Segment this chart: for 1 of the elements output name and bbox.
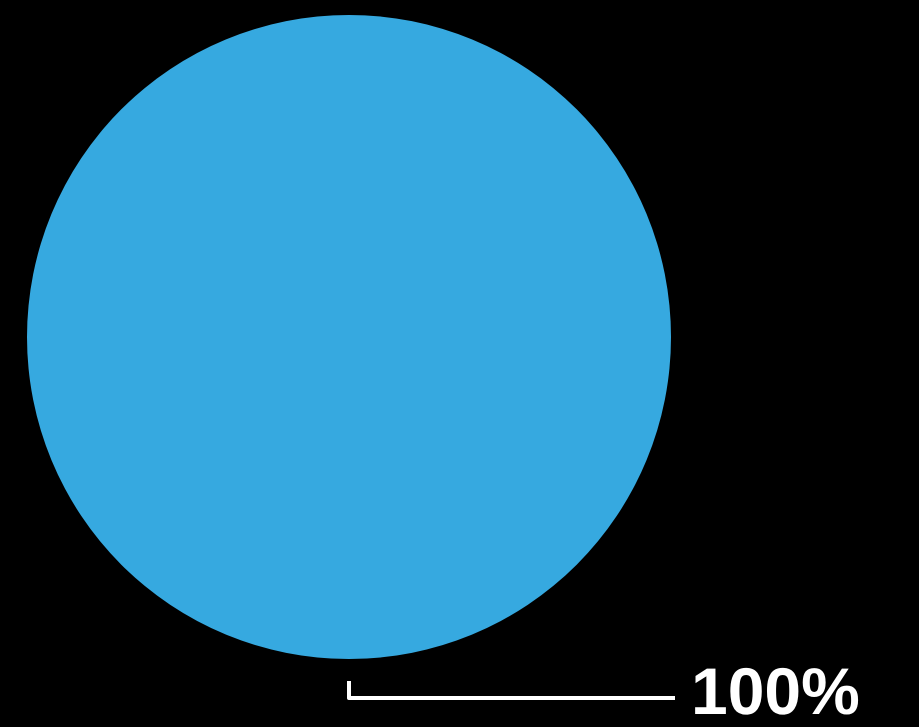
data-label: 100%: [691, 654, 860, 727]
